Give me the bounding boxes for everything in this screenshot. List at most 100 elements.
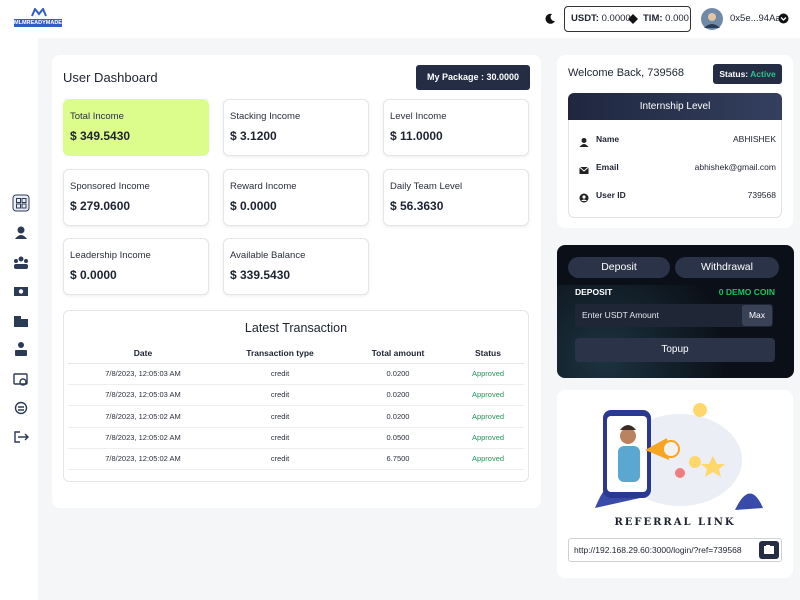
amount-input[interactable] (575, 304, 773, 327)
sidebar-icons (12, 194, 30, 443)
avatar[interactable] (700, 7, 724, 31)
coin-balance: 0 DEMO COIN (718, 287, 775, 297)
income-value: $ 0.0000 (230, 199, 277, 213)
income-value: $ 3.1200 (230, 129, 277, 143)
status-cell: Approved (471, 432, 505, 442)
dashboard-title: User Dashboard (63, 70, 158, 85)
nav-team[interactable] (14, 256, 28, 270)
table-divider (68, 405, 524, 407)
income-label: Total Income (70, 111, 124, 122)
max-button[interactable]: Max (742, 305, 772, 326)
referral-input[interactable] (568, 538, 782, 562)
income-label: Reward Income (230, 181, 297, 192)
status-cell: Approved (471, 411, 505, 421)
status-cell: Approved (471, 390, 505, 400)
info-icon (579, 162, 589, 180)
usdt-label: USDT: (571, 13, 599, 24)
tim-label: TIM: (643, 13, 663, 24)
table-cell: credit (270, 454, 290, 464)
income-card (63, 99, 209, 156)
table-cell: 7/8/2023, 12:05:02 AM (105, 454, 181, 464)
status-badge: Status: Active (713, 64, 782, 84)
table-header: Status (475, 348, 501, 358)
status-value: Active (750, 69, 776, 79)
table-cell: 7/8/2023, 12:05:03 AM (105, 369, 181, 378)
internship-title: Internship Level (568, 93, 782, 120)
table-cell: 7/8/2023, 12:05:03 AM (105, 390, 181, 400)
income-card (223, 99, 369, 156)
nav-profile[interactable] (15, 226, 27, 240)
info-value: 739568 (747, 190, 776, 200)
info-label: Email (596, 162, 619, 172)
transaction-title: Latest Transaction (244, 321, 348, 335)
table-header: Transaction type (246, 348, 314, 358)
table-divider (68, 426, 524, 428)
amount-placeholder: Enter USDT Amount (582, 310, 659, 320)
usdt-value: 0.0000 (601, 13, 631, 24)
table-cell: 6.7500 (386, 454, 410, 464)
logo-mark (31, 8, 47, 17)
deposit-texture (557, 285, 794, 378)
table-divider (68, 469, 524, 471)
usdt-balance: USDT: 0.0000 (571, 13, 631, 24)
nav-exchange[interactable] (14, 401, 28, 415)
referral-link: http://192.168.29.60:3000/login/?ref=739… (574, 545, 742, 555)
wallet-address[interactable]: 0x5e...94Aa (730, 13, 781, 24)
income-label: Leadership Income (70, 250, 151, 261)
table-divider (68, 363, 524, 364)
income-value: $ 279.0600 (70, 199, 131, 213)
info-label: Name (596, 134, 620, 144)
info-icon (579, 134, 589, 152)
nav-business[interactable] (14, 316, 28, 327)
table-header: Total amount (371, 348, 425, 358)
logo-text: MLMREADYMADE (14, 19, 62, 27)
income-value: $ 339.5430 (230, 268, 291, 282)
income-label: Available Balance (230, 250, 306, 261)
theme-toggle[interactable] (544, 13, 556, 25)
dropdown-icon[interactable] (778, 13, 789, 24)
income-card (63, 169, 209, 226)
transaction-panel (63, 310, 529, 482)
wallet-tab[interactable]: Withdrawal (675, 257, 779, 278)
nav-support[interactable] (15, 342, 27, 356)
income-label: Stacking Income (230, 111, 301, 122)
copy-button[interactable] (759, 541, 779, 559)
table-cell: 0.0200 (386, 411, 410, 421)
income-card (223, 169, 369, 226)
package-badge[interactable]: My Package : 30.0000 (416, 65, 530, 90)
income-card (383, 99, 529, 156)
income-value: $ 349.5430 (70, 129, 131, 143)
referral-illustration (595, 403, 763, 510)
income-value: $ 0.0000 (70, 268, 117, 282)
diamond-icon (628, 14, 638, 24)
balance-box (564, 6, 691, 32)
income-label: Level Income (390, 111, 447, 122)
nav-logout[interactable] (14, 431, 29, 443)
topup-button[interactable]: Topup (575, 338, 775, 362)
income-card (383, 169, 529, 226)
status-cell: Approved (471, 369, 505, 378)
table-cell: 0.0200 (386, 390, 410, 400)
table-cell: 0.0500 (386, 432, 410, 442)
table-header: Date (133, 348, 153, 358)
tim-value: 0.000 (665, 13, 689, 24)
table-divider (68, 384, 524, 385)
table-cell: 7/8/2023, 12:05:02 AM (105, 411, 181, 421)
income-card (223, 238, 369, 295)
info-value: abhishek@gmail.com (694, 162, 776, 172)
table-cell: credit (270, 369, 290, 378)
deposit-label: DEPOSIT (575, 287, 613, 297)
nav-income[interactable] (14, 287, 28, 296)
nav-dashboard[interactable] (12, 194, 30, 212)
referral-title: REFERRAL LINK (614, 517, 736, 528)
info-value: ABHISHEK (733, 134, 776, 144)
info-icon (579, 190, 589, 208)
info-glyph (579, 138, 589, 147)
nav-wallet[interactable] (13, 373, 28, 386)
tim-balance: TIM: 0.000 (643, 13, 689, 24)
copy-icon (764, 545, 774, 554)
wallet-tab[interactable]: Deposit (568, 257, 670, 278)
info-glyph (579, 193, 589, 203)
table-cell: 0.0200 (386, 369, 410, 378)
